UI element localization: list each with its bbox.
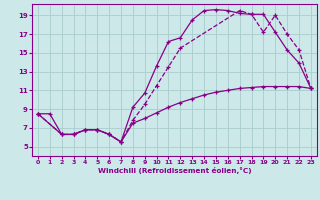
X-axis label: Windchill (Refroidissement éolien,°C): Windchill (Refroidissement éolien,°C) [98, 167, 251, 174]
